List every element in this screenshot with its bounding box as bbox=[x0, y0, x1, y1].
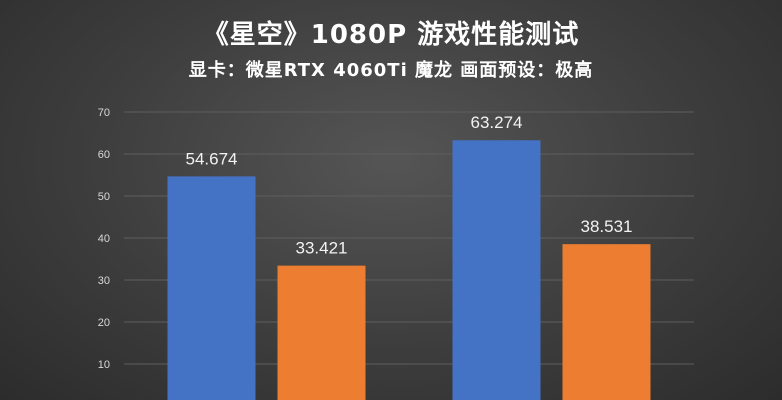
y-tick-label: 30 bbox=[98, 275, 110, 287]
y-axis-ticks: 10 20 30 40 50 60 70 bbox=[98, 107, 110, 371]
y-tick-label: 40 bbox=[98, 233, 110, 245]
data-label: 54.674 bbox=[186, 149, 238, 168]
y-tick-label: 10 bbox=[98, 359, 110, 371]
bar-series2-cat1 bbox=[277, 265, 366, 400]
data-label: 33.421 bbox=[296, 239, 348, 258]
y-tick-label: 50 bbox=[98, 191, 110, 203]
bars bbox=[167, 140, 651, 400]
bar-series1-cat2 bbox=[452, 140, 541, 400]
chart-title: 《星空》1080P 游戏性能测试 bbox=[202, 20, 580, 50]
data-label: 63.274 bbox=[471, 113, 523, 132]
data-labels: 54.674 33.421 63.274 38.531 bbox=[186, 113, 633, 257]
chart-subtitle: 显卡：微星RTX 4060Ti 魔龙 画面预设：极高 bbox=[188, 60, 594, 81]
data-label: 38.531 bbox=[581, 217, 633, 236]
y-tick-label: 60 bbox=[98, 149, 110, 161]
bar-series2-cat2 bbox=[562, 244, 651, 400]
bar-series1-cat1 bbox=[167, 176, 256, 400]
y-tick-label: 20 bbox=[98, 317, 110, 329]
y-tick-label: 70 bbox=[98, 107, 110, 119]
